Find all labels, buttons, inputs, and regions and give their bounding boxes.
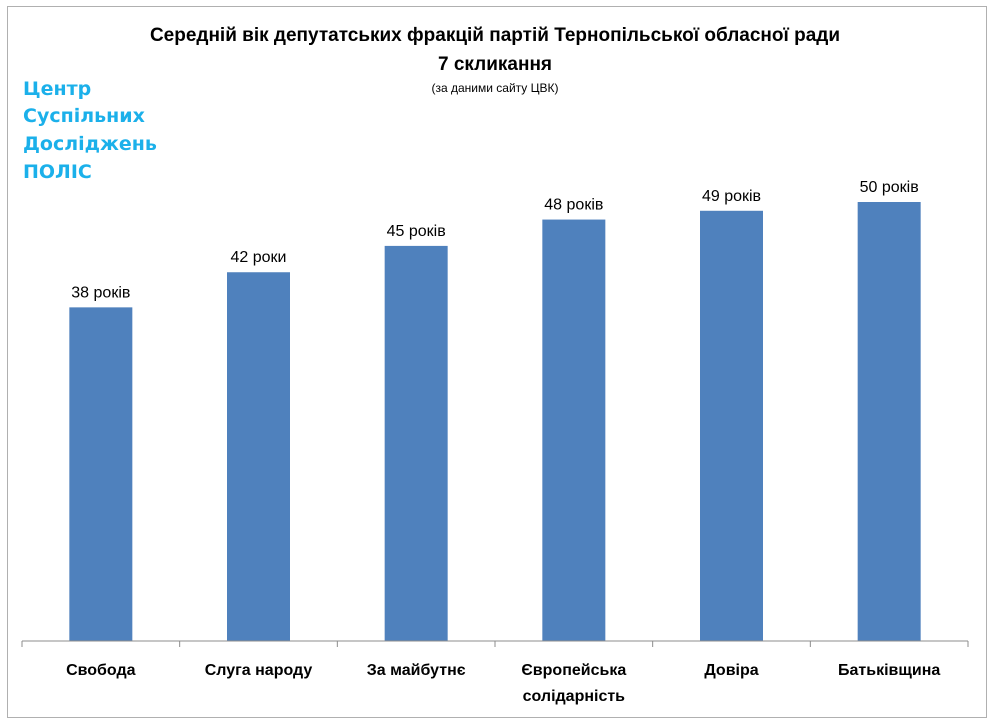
x-axis (21, 640, 969, 647)
bars-group (69, 202, 921, 641)
watermark-line-4: ПОЛІС (23, 161, 92, 183)
bar-5 (857, 202, 921, 641)
bar-3 (542, 219, 606, 641)
bar-4 (700, 210, 763, 641)
category-label-3-line-0: Європейська (521, 662, 626, 679)
watermark-line-3: Досліджень (23, 133, 157, 155)
bar-0 (69, 307, 133, 641)
category-labels-group: Свобода Слуга народу За майбутнє Європейськ… (66, 662, 940, 705)
category-label-5: Батьківщина (838, 662, 940, 679)
watermark-line-1: Центр (23, 78, 91, 100)
watermark-logo: Центр Суспільних Досліджень ПОЛІС (23, 78, 157, 183)
category-label-3-line-1: солідарність (523, 688, 626, 705)
chart-frame (7, 6, 987, 718)
category-label-2: За майбутнє (367, 662, 466, 679)
bar-2 (384, 245, 448, 641)
data-label-3: 48 років (544, 197, 603, 214)
data-label-2: 45 років (387, 223, 446, 240)
category-label-0: Свобода (66, 662, 136, 679)
data-label-5: 50 років (860, 179, 919, 196)
category-label-1: Слуга народу (205, 662, 313, 679)
category-label-4: Довіра (704, 662, 758, 679)
bar-1 (227, 272, 290, 641)
data-labels-group: 38 років 42 роки 45 років 48 років 49 років 5… (71, 179, 918, 301)
data-label-1: 42 роки (231, 249, 287, 266)
data-label-4: 49 років (702, 188, 761, 205)
watermark-line-2: Суспільних (23, 105, 145, 127)
chart-subtitle: (за даними сайту ЦВК) (431, 81, 558, 95)
data-label-0: 38 років (71, 284, 130, 301)
chart-title-line2: 7 скликання (438, 54, 552, 75)
chart-title: Середній вік депутатських фракцій партій… (150, 25, 840, 46)
